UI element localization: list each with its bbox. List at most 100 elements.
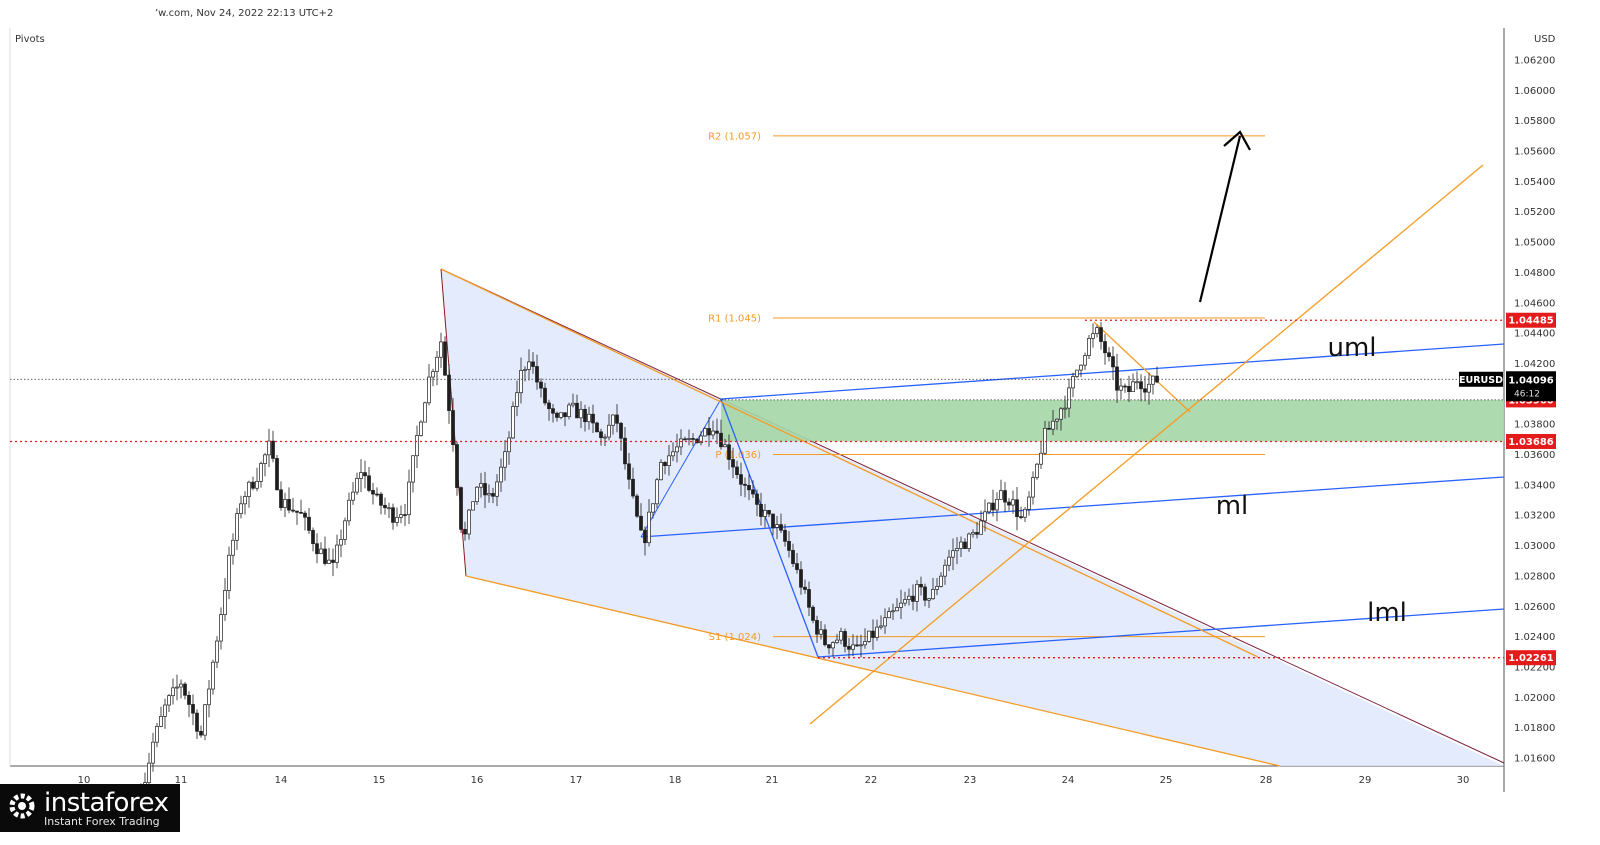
bear-candle xyxy=(379,493,383,506)
bull-candle xyxy=(875,626,879,638)
bull-candle xyxy=(319,548,323,555)
bear-candle xyxy=(707,428,711,436)
bull-candle xyxy=(907,595,911,600)
bull-candle xyxy=(327,559,331,564)
bear-candle xyxy=(735,466,739,475)
bear-candle xyxy=(1047,427,1051,430)
bull-candle xyxy=(407,481,411,516)
instaforex-logo: instaforex Instant Forex Trading xyxy=(0,784,180,832)
bull-candle xyxy=(1023,508,1027,518)
price-tick-label: 1.02600 xyxy=(1514,602,1555,613)
axis-currency-label: USD xyxy=(1534,34,1556,45)
bull-candle xyxy=(1147,383,1151,393)
bull-candle xyxy=(1119,385,1123,391)
bull-candle xyxy=(351,491,355,501)
support-zone-rect xyxy=(721,399,1504,442)
bull-candle xyxy=(607,424,611,438)
wedge-upper-line xyxy=(440,268,1259,658)
price-tick-label: 1.02800 xyxy=(1514,571,1555,582)
bull-candle xyxy=(1087,338,1091,356)
brand-tagline: Instant Forex Trading xyxy=(44,815,160,828)
indicator-label[interactable]: Pivots xyxy=(15,34,45,45)
bull-candle xyxy=(151,741,155,764)
bear-candle xyxy=(187,694,191,705)
price-tick-label: 1.02000 xyxy=(1514,693,1555,704)
bear-candle xyxy=(627,463,631,480)
price-tick-label: 1.03000 xyxy=(1514,541,1555,552)
bull-candle xyxy=(355,478,359,493)
bull-candle xyxy=(931,589,935,600)
bear-candle xyxy=(991,502,995,511)
bull-candle xyxy=(171,687,175,697)
bull-candle xyxy=(147,762,151,783)
bear-candle xyxy=(555,412,559,418)
bear-candle xyxy=(251,481,255,489)
bear-candle xyxy=(451,410,455,445)
bull-candle xyxy=(939,575,943,587)
bear-candle xyxy=(643,529,647,544)
bull-candle xyxy=(659,462,663,481)
rising-trendline xyxy=(809,164,1484,725)
price-axis: 1.06200 1.06000 1.05800 1.05600 1.05400 1.052… xyxy=(1459,56,1556,765)
price-tag-bg xyxy=(1506,312,1556,328)
pitchfork-label-uml: uml xyxy=(1327,333,1376,363)
time-tick-label: 22 xyxy=(865,775,878,786)
bull-candle xyxy=(239,503,243,514)
bull-candle xyxy=(987,502,991,513)
bull-candle xyxy=(203,704,207,736)
time-tick-label: 14 xyxy=(275,775,288,786)
bear-candle xyxy=(783,529,787,542)
bear-candle xyxy=(1107,352,1111,357)
median-line-lower xyxy=(817,608,1505,658)
bear-candle xyxy=(311,530,315,545)
bear-candle xyxy=(595,422,599,433)
pitchfork-label-ml: ml xyxy=(1216,491,1249,521)
bull-candle xyxy=(179,683,183,688)
pitchfork-handle xyxy=(720,398,819,658)
time-tick-label: 17 xyxy=(570,775,583,786)
chart-header-timestamp: ’w.com, Nov 24, 2022 22:13 UTC+2 xyxy=(155,8,334,19)
bull-candle xyxy=(1071,376,1075,389)
price-tag-label: 1.03686 xyxy=(1508,437,1554,448)
bull-candle xyxy=(523,369,527,371)
price-tick-label: 1.03800 xyxy=(1514,420,1555,431)
bull-candle xyxy=(495,481,499,497)
price-tick-label: 1.05600 xyxy=(1514,147,1555,158)
bull-candle xyxy=(243,496,247,505)
bull-candle xyxy=(859,644,863,647)
bull-candle xyxy=(723,444,727,448)
bear-candle xyxy=(855,644,859,647)
bull-candle xyxy=(879,625,883,628)
bear-candle xyxy=(543,387,547,404)
bear-candle xyxy=(803,586,807,590)
price-tag-bg xyxy=(1506,433,1556,449)
bear-candle xyxy=(483,483,487,496)
bear-candle xyxy=(403,514,407,516)
wedge-upper-extension xyxy=(440,268,1505,764)
bull-candle xyxy=(487,493,491,496)
bear-candle xyxy=(639,515,643,531)
bear-candle xyxy=(391,507,395,523)
bear-candle xyxy=(551,408,555,414)
bull-candle xyxy=(567,404,571,417)
bear-candle xyxy=(459,487,463,530)
bear-candle xyxy=(767,510,771,515)
bull-candle xyxy=(1063,407,1067,410)
price-tick-label: 1.05200 xyxy=(1514,207,1555,218)
pivot-label: S1 (1.024) xyxy=(709,632,761,643)
bull-candle xyxy=(903,599,907,604)
pitchfork-base xyxy=(640,398,722,538)
bear-candle xyxy=(1003,490,1007,503)
bear-candle xyxy=(463,528,467,535)
bear-candle xyxy=(195,712,199,732)
current-price-label: 1.04096 xyxy=(1508,375,1554,386)
bull-candle xyxy=(943,564,947,577)
bear-candle xyxy=(447,374,451,411)
bear-candle xyxy=(591,413,595,424)
wedge-fill xyxy=(441,269,1504,766)
bull-candle xyxy=(1091,333,1095,339)
time-tick-label: 25 xyxy=(1160,775,1173,786)
bear-candle xyxy=(1019,516,1023,518)
bear-candle xyxy=(975,532,979,535)
